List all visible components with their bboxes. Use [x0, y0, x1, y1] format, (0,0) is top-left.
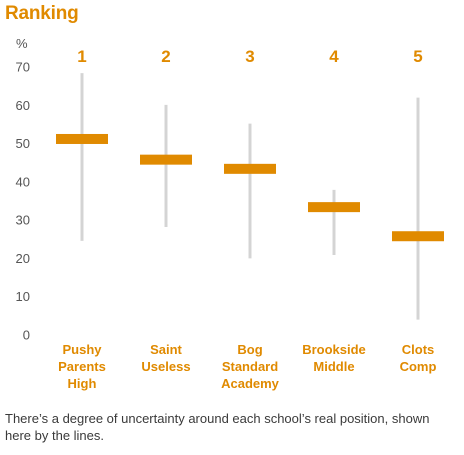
y-axis-ticks: 0 10 20 30 40 50 60 70: [16, 60, 30, 343]
footnote: There’s a degree of uncertainty around e…: [5, 411, 430, 443]
rank-label: 4: [329, 47, 339, 66]
chart-title: Ranking: [5, 3, 79, 24]
rank-label: 1: [77, 47, 86, 66]
rank-label: 2: [161, 47, 170, 66]
y-tick-label: 20: [16, 251, 30, 266]
ranking-chart: % 0 10 20 30 40 50 60 70 1 2 3 4 5 Pushy Parents High…: [16, 36, 444, 391]
y-axis-unit-label: %: [16, 36, 28, 51]
uncertainty-ranges: [80, 73, 420, 320]
y-tick-label: 40: [16, 174, 30, 189]
rank-labels: 1 2 3 4 5: [77, 47, 422, 66]
category-label: Brookside Middle: [302, 342, 366, 374]
rank-label: 3: [245, 47, 254, 66]
y-tick-label: 70: [16, 60, 30, 75]
y-tick-label: 50: [16, 136, 30, 151]
estimate-marker: [56, 133, 108, 144]
category-label: Bog Standard Academy: [221, 342, 280, 391]
y-tick-label: 10: [16, 289, 30, 304]
y-tick-label: 60: [16, 98, 30, 113]
estimate-marker: [224, 163, 276, 174]
estimate-marker: [308, 202, 360, 213]
category-label: Clots Comp: [400, 342, 437, 374]
estimate-marker: [392, 231, 444, 242]
category-labels: Pushy Parents High Saint Useless Bog Standard A…: [58, 342, 436, 391]
rank-label: 5: [413, 47, 422, 66]
category-label: Saint Useless: [141, 342, 190, 374]
y-tick-label: 30: [16, 213, 30, 228]
y-tick-label: 0: [23, 328, 30, 343]
category-label: Pushy Parents High: [58, 342, 106, 391]
estimate-marker: [140, 154, 192, 165]
estimate-markers: [56, 133, 444, 242]
